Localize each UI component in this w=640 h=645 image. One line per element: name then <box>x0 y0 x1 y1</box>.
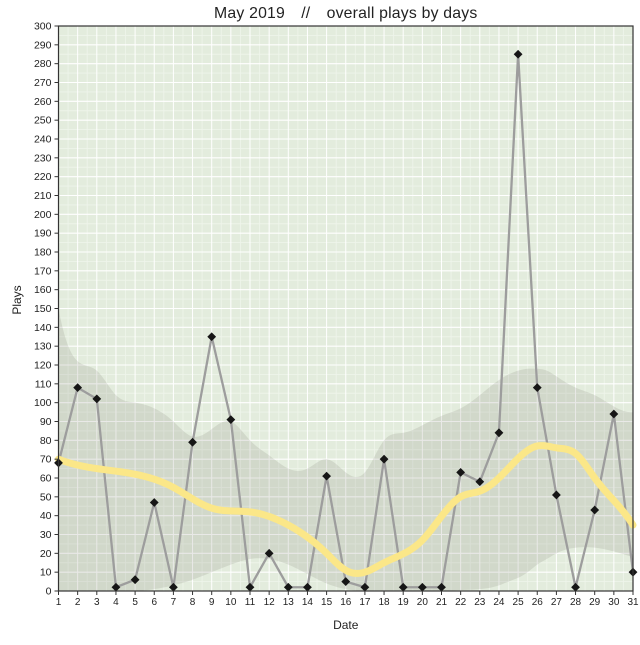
svg-text:40: 40 <box>40 510 52 522</box>
svg-text:28: 28 <box>570 597 582 608</box>
svg-text:210: 210 <box>34 190 52 202</box>
svg-text:16: 16 <box>340 597 352 608</box>
svg-text:130: 130 <box>34 341 52 353</box>
svg-text:170: 170 <box>34 265 52 277</box>
svg-text:290: 290 <box>34 39 52 51</box>
svg-text:19: 19 <box>398 597 410 608</box>
svg-text:240: 240 <box>34 134 52 146</box>
svg-text:27: 27 <box>551 597 563 608</box>
svg-text:17: 17 <box>359 597 371 608</box>
svg-text:190: 190 <box>34 228 52 240</box>
svg-text:220: 220 <box>34 171 52 183</box>
svg-text:8: 8 <box>190 597 196 608</box>
svg-text:260: 260 <box>34 96 52 108</box>
svg-text:10: 10 <box>40 567 52 579</box>
svg-text:4: 4 <box>113 597 119 608</box>
svg-text:6: 6 <box>151 597 157 608</box>
svg-text:20: 20 <box>40 548 52 560</box>
svg-text:3: 3 <box>94 597 100 608</box>
svg-text:10: 10 <box>225 597 237 608</box>
svg-text:9: 9 <box>209 597 215 608</box>
svg-text:22: 22 <box>455 597 467 608</box>
svg-text:29: 29 <box>589 597 601 608</box>
svg-text:14: 14 <box>302 597 314 608</box>
svg-text:300: 300 <box>34 21 52 33</box>
svg-text:30: 30 <box>40 529 52 541</box>
svg-text:12: 12 <box>264 597 276 608</box>
svg-text:13: 13 <box>283 597 295 608</box>
svg-text:270: 270 <box>34 77 52 89</box>
svg-text:0: 0 <box>46 586 52 598</box>
svg-text:90: 90 <box>40 416 52 428</box>
svg-text:150: 150 <box>34 303 52 315</box>
svg-text:24: 24 <box>493 597 505 608</box>
svg-text:70: 70 <box>40 454 52 466</box>
svg-text:25: 25 <box>513 597 525 608</box>
svg-text:60: 60 <box>40 473 52 485</box>
svg-text:100: 100 <box>34 397 52 409</box>
svg-text:280: 280 <box>34 58 52 70</box>
svg-text:80: 80 <box>40 435 52 447</box>
svg-text:110: 110 <box>35 378 52 390</box>
svg-text:21: 21 <box>436 597 448 608</box>
svg-text:230: 230 <box>34 152 52 164</box>
svg-text:200: 200 <box>34 209 52 221</box>
svg-text:5: 5 <box>132 597 138 608</box>
svg-text:2: 2 <box>75 597 81 608</box>
svg-text:26: 26 <box>532 597 544 608</box>
svg-text:140: 140 <box>34 322 52 334</box>
svg-text:50: 50 <box>40 491 52 503</box>
svg-text:31: 31 <box>627 597 639 608</box>
svg-text:7: 7 <box>171 597 177 608</box>
svg-text:120: 120 <box>34 360 52 372</box>
svg-text:1: 1 <box>56 597 62 608</box>
svg-text:15: 15 <box>321 597 333 608</box>
svg-text:20: 20 <box>417 597 429 608</box>
svg-text:180: 180 <box>34 247 52 259</box>
svg-text:250: 250 <box>34 115 52 127</box>
svg-text:30: 30 <box>608 597 620 608</box>
svg-text:160: 160 <box>34 284 52 296</box>
svg-text:23: 23 <box>474 597 486 608</box>
svg-text:11: 11 <box>245 597 256 608</box>
svg-text:18: 18 <box>378 597 390 608</box>
